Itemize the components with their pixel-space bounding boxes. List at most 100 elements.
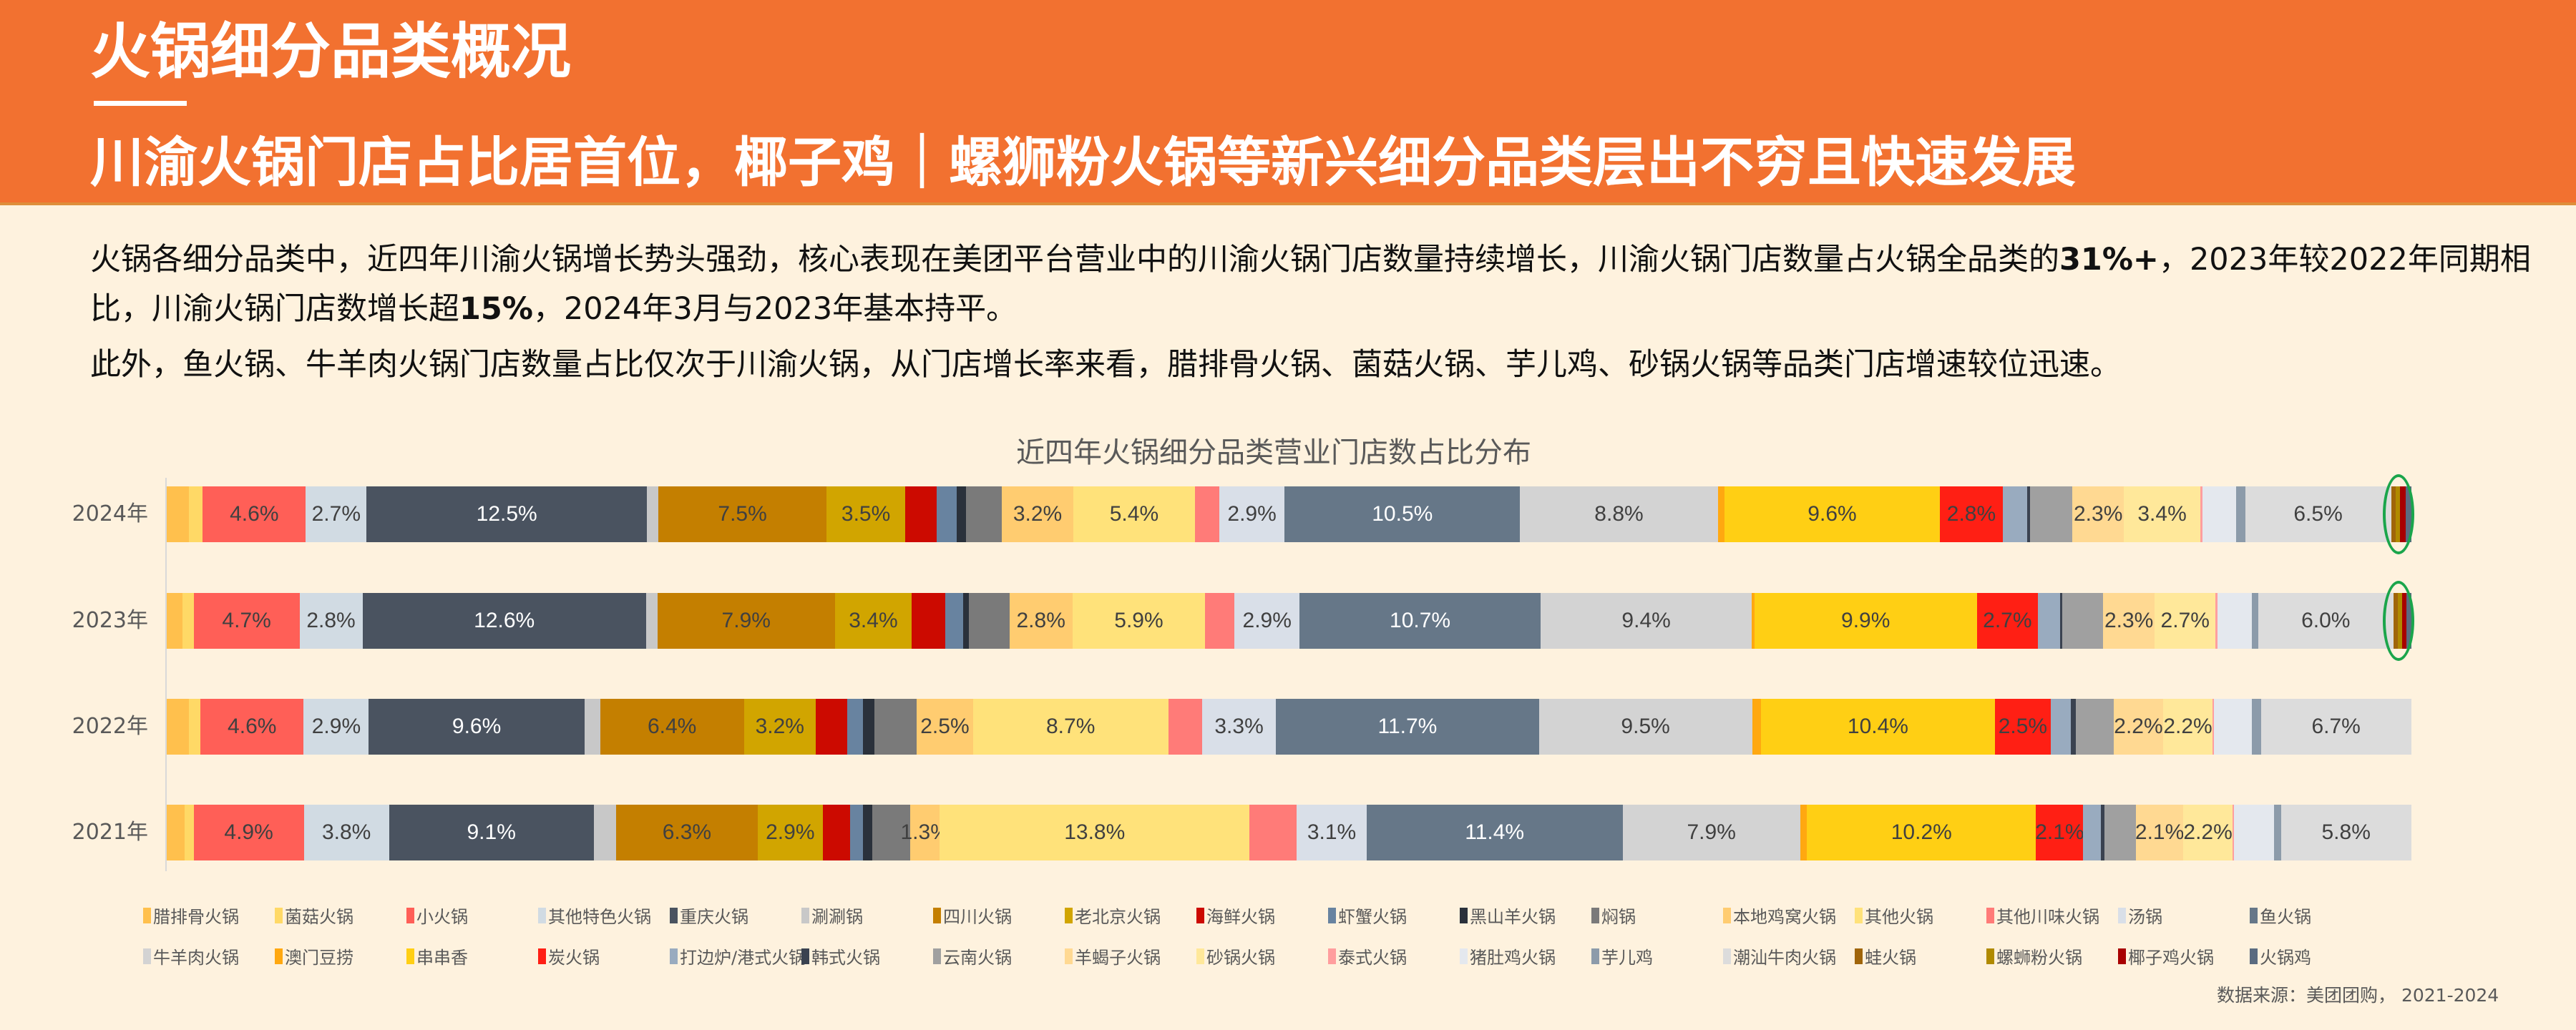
legend-item: 小火锅 bbox=[406, 903, 468, 928]
legend-item: 羊蝎子火锅 bbox=[1065, 943, 1161, 968]
bar-segment bbox=[2213, 699, 2252, 755]
bar-segment bbox=[862, 699, 874, 755]
legend-label: 猪肚鸡火锅 bbox=[1470, 948, 1556, 968]
data-label: 2.2% bbox=[2114, 715, 2163, 738]
bar-segment bbox=[2274, 805, 2281, 860]
legend-swatch bbox=[2250, 948, 2258, 964]
legend-item: 鱼火锅 bbox=[2250, 903, 2311, 928]
bar-segment bbox=[2104, 805, 2137, 860]
legend-item: 芋儿鸡 bbox=[1591, 943, 1653, 968]
stacked-bar: 4.6% 2.9% 9.6% 6.4% 3.2% 2.5% 8.7% 3.3% 11.7% 9.5… bbox=[167, 699, 2411, 755]
legend-label: 腊排骨火锅 bbox=[153, 907, 239, 927]
bar-segment bbox=[2236, 486, 2245, 542]
stacked-bar: 4.6% 2.7% 12.5% 7.5% 3.5% 3.2% 5.4% 2.9% 10.5% 8.… bbox=[167, 486, 2411, 542]
bar-segment bbox=[189, 699, 201, 755]
legend-swatch bbox=[1723, 948, 1731, 964]
bar-segment bbox=[167, 486, 190, 542]
data-label: 7.9% bbox=[1687, 820, 1736, 844]
legend-item: 老北京火锅 bbox=[1065, 903, 1161, 928]
legend-label: 泰式火锅 bbox=[1338, 948, 1407, 968]
chart-title: 近四年火锅细分品类营业门店数占比分布 bbox=[1016, 436, 1531, 469]
bar-segment bbox=[1168, 699, 1202, 755]
highlight-growth: 15% bbox=[459, 291, 533, 327]
data-label: 3.4% bbox=[849, 609, 898, 632]
data-label: 10.7% bbox=[1390, 609, 1451, 632]
legend-label: 羊蝎子火锅 bbox=[1075, 948, 1161, 968]
bar-segment: 3.1% bbox=[1297, 805, 1367, 860]
legend-swatch bbox=[1065, 907, 1073, 923]
data-label: 3.5% bbox=[841, 502, 891, 526]
legend-label: 菌菇火锅 bbox=[285, 907, 353, 927]
legend-item: 黑山羊火锅 bbox=[1460, 903, 1556, 928]
legend-swatch bbox=[670, 907, 678, 923]
legend-swatch bbox=[1460, 907, 1468, 923]
data-label: 12.6% bbox=[474, 609, 535, 632]
legend-item: 泰式火锅 bbox=[1328, 943, 1407, 968]
legend-item: 四川火锅 bbox=[933, 903, 1012, 928]
data-label: 8.8% bbox=[1594, 502, 1644, 526]
bar-segment: 2.5% bbox=[917, 699, 973, 755]
legend-label: 云南火锅 bbox=[943, 948, 1012, 968]
data-label: 2.5% bbox=[1998, 715, 2048, 738]
highlight-ellipse bbox=[2383, 581, 2414, 661]
bar-segment bbox=[645, 593, 658, 649]
legend-swatch bbox=[933, 948, 941, 964]
legend-item: 潮汕牛肉火锅 bbox=[1723, 943, 1836, 968]
data-label: 2.1% bbox=[2135, 820, 2185, 844]
legend-label: 潮汕牛肉火锅 bbox=[1733, 948, 1836, 968]
bar-segment bbox=[167, 805, 185, 860]
data-label: 2.8% bbox=[1946, 502, 1996, 526]
title-underline bbox=[94, 101, 187, 106]
legend-label: 其他火锅 bbox=[1865, 907, 1933, 927]
page-subtitle: 川渝火锅门店占比居首位，椰子鸡｜螺狮粉火锅等新兴细分品类层出不穷且快速发展 bbox=[90, 131, 2077, 194]
bar-segment: 2.8% bbox=[1009, 593, 1073, 649]
data-label: 3.2% bbox=[755, 715, 804, 738]
bar-segment bbox=[2060, 593, 2063, 649]
legend-item: 其他特色火锅 bbox=[538, 903, 651, 928]
legend-swatch bbox=[670, 948, 678, 964]
legend-label: 螺蛳粉火锅 bbox=[1996, 948, 2082, 968]
legend-label: 涮涮锅 bbox=[811, 907, 863, 927]
bar-segment bbox=[182, 593, 194, 649]
bar-segment: 1.3% bbox=[901, 805, 950, 860]
bar-segment: 2.1% bbox=[2035, 805, 2084, 860]
stacked-bar: 4.9% 3.8% 9.1% 6.3% 2.9% 1.3% 13.8% 3.1% 11.4% 7.… bbox=[167, 805, 2411, 860]
bar-segment: 10.2% bbox=[1807, 805, 2036, 860]
legend-swatch bbox=[1196, 907, 1204, 923]
data-label: 2.8% bbox=[1016, 609, 1065, 632]
legend-label: 打边炉/港式火锅 bbox=[680, 948, 806, 968]
bar-segment bbox=[167, 699, 190, 755]
data-label: 10.4% bbox=[1847, 715, 1908, 738]
legend-label: 老北京火锅 bbox=[1075, 907, 1161, 927]
legend-label: 小火锅 bbox=[416, 907, 468, 927]
legend-item: 牛羊肉火锅 bbox=[143, 943, 239, 968]
y-axis-line bbox=[165, 478, 167, 871]
data-label: 3.8% bbox=[321, 820, 371, 844]
data-label: 2.3% bbox=[2104, 609, 2154, 632]
legend-item: 重庆火锅 bbox=[670, 903, 748, 928]
data-label: 5.9% bbox=[1114, 609, 1163, 632]
legend-item: 串串香 bbox=[406, 943, 468, 968]
bar-segment: 9.5% bbox=[1538, 699, 1752, 755]
data-label: 2.9% bbox=[1227, 502, 1277, 526]
bar-segment: 7.9% bbox=[1622, 805, 1800, 860]
data-label: 3.2% bbox=[1013, 502, 1063, 526]
data-label: 9.9% bbox=[1841, 609, 1890, 632]
data-source: 数据来源：美团团购， 2021-2024 bbox=[2217, 985, 2499, 1006]
bar-segment bbox=[815, 699, 847, 755]
legend-swatch bbox=[1065, 948, 1073, 964]
bar-segment bbox=[945, 593, 964, 649]
data-label: 2.3% bbox=[2073, 502, 2123, 526]
bar-segment: 3.4% bbox=[2124, 486, 2200, 542]
page-title: 火锅细分品类概况 bbox=[90, 16, 572, 87]
bar-segment: 7.5% bbox=[658, 486, 827, 542]
summary-text: 火锅各细分品类中，近四年川渝火锅增长势头强劲，核心表现在美团平台营业中的川渝火锅… bbox=[90, 242, 2059, 278]
bar-segment: 2.9% bbox=[1219, 486, 1285, 542]
bar-segment: 2.8% bbox=[1940, 486, 2003, 542]
bar-segment bbox=[2101, 805, 2105, 860]
legend-swatch bbox=[1460, 948, 1468, 964]
legend-item: 本地鸡窝火锅 bbox=[1723, 903, 1836, 928]
bar-segment bbox=[2029, 486, 2073, 542]
data-label: 2.5% bbox=[920, 715, 970, 738]
bar-segment: 2.2% bbox=[2163, 699, 2213, 755]
